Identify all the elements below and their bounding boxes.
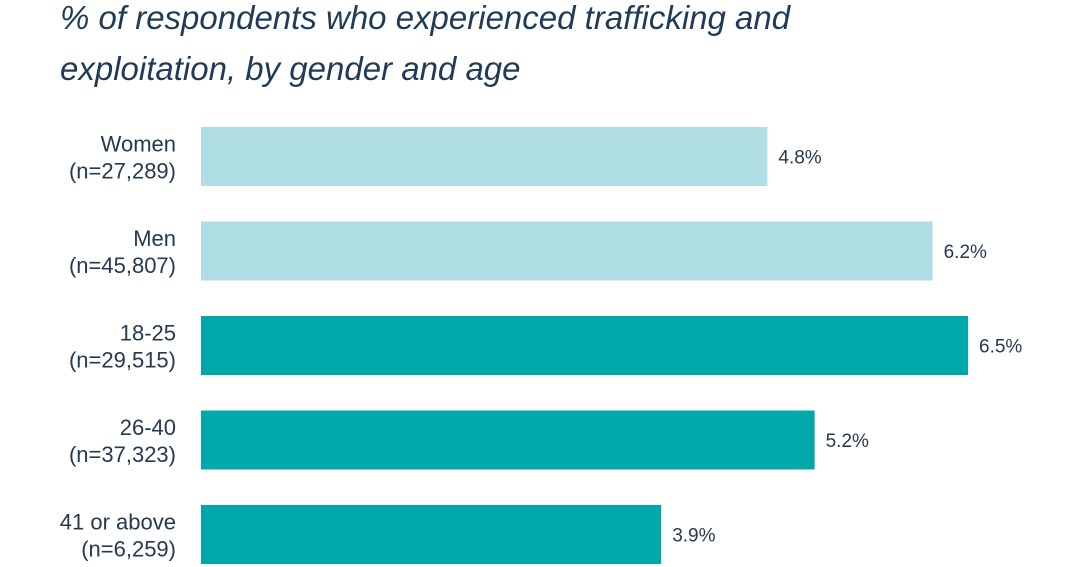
bar-row: 26-40(n=37,323) 5.2% (69, 410, 869, 470)
category-label: 18-25 (120, 321, 176, 346)
category-sample-size: (n=6,259) (81, 537, 176, 562)
bar-row: 18-25(n=29,515) 6.5% (69, 316, 1022, 375)
category-label: Men (133, 226, 176, 251)
chart-title-line-1: % of respondents who experienced traffic… (60, 0, 792, 36)
category-sample-size: (n=37,323) (69, 442, 176, 467)
bar (201, 221, 933, 281)
category-label: Women (101, 132, 176, 157)
value-label: 3.9% (672, 526, 715, 547)
bar (201, 316, 968, 375)
bars-layer: Women(n=27,289) 4.8% Men(n=45,807) 6.2% 18-2… (60, 127, 1022, 564)
category-label: 41 or above (60, 510, 176, 535)
bar-row: Women(n=27,289) 4.8% (69, 127, 822, 186)
value-label: 6.2% (944, 242, 987, 263)
bar-row: Men(n=45,807) 6.2% (69, 221, 987, 281)
value-label: 4.8% (778, 148, 821, 169)
category-label: 26-40 (120, 415, 176, 440)
chart-title: % of respondents who experienced traffic… (60, 0, 792, 87)
bar (201, 127, 768, 186)
value-label: 5.2% (826, 431, 869, 452)
category-sample-size: (n=45,807) (69, 253, 176, 278)
value-label: 6.5% (979, 337, 1022, 358)
category-sample-size: (n=27,289) (69, 159, 176, 184)
chart-title-line-2: exploitation, by gender and age (60, 50, 521, 87)
category-sample-size: (n=29,515) (69, 348, 176, 373)
bar-row: 41 or above(n=6,259) 3.9% (60, 505, 716, 564)
bar (201, 410, 815, 470)
bar (201, 505, 662, 564)
